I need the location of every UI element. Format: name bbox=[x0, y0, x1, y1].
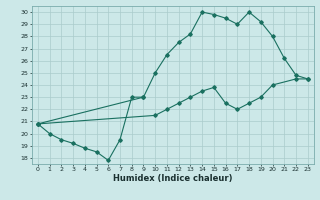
X-axis label: Humidex (Indice chaleur): Humidex (Indice chaleur) bbox=[113, 174, 233, 183]
